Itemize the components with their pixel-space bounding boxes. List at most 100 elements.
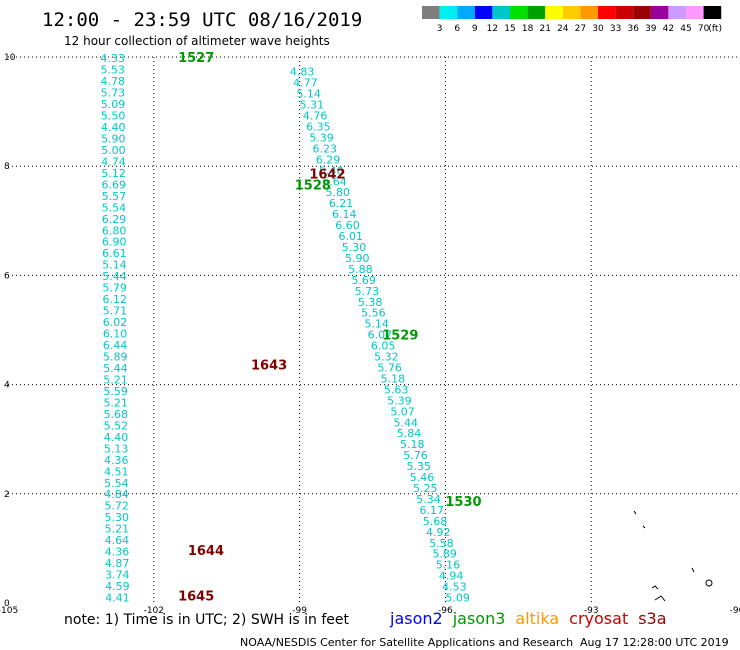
wave-height-value: 5.68	[423, 515, 448, 528]
legend-swatch	[668, 6, 686, 19]
wave-height-value: 5.25	[413, 482, 438, 495]
wave-height-value: 5.00	[101, 144, 126, 157]
wave-height-value: 6.14	[332, 208, 357, 221]
wave-height-value: 5.31	[300, 99, 325, 112]
wave-height-value: 4.41	[105, 592, 130, 605]
wave-height-value: 5.53	[100, 64, 125, 77]
wave-height-value: 4.83	[290, 66, 315, 79]
wave-height-value: 5.14	[296, 88, 321, 101]
wave-height-value: 5.69	[351, 274, 376, 287]
wave-height-value: 4.40	[101, 121, 126, 134]
wave-height-value: 6.90	[102, 236, 127, 249]
wave-height-value: 6.80	[102, 224, 127, 237]
wave-height-value: 4.77	[293, 77, 318, 90]
x-tick-label: -96	[438, 606, 453, 616]
satellite-name: altika	[515, 609, 560, 628]
legend-swatch	[650, 6, 669, 19]
wave-height-value: 4.76	[303, 110, 328, 123]
footer-note: note: 1) Time is in UTC; 2) SWH is in fe…	[64, 612, 350, 628]
altimeter-tracks: 4.335.534.785.735.095.504.405.905.004.74…	[100, 52, 470, 604]
wave-height-value: 6.17	[419, 504, 444, 517]
wave-height-value: 5.90	[345, 252, 370, 265]
wave-height-value: 5.09	[101, 98, 126, 111]
wave-height-value: 5.63	[384, 383, 409, 396]
pass-label: 1528	[295, 178, 331, 193]
color-legend: 3 6 9 12 15 18 21 24 27 30 33 36 39 42 45 70 (ft)	[422, 6, 722, 34]
chart-title: 12:00 - 23:59 UTC 08/16/2019	[42, 9, 362, 31]
wave-height-value: 4.33	[100, 52, 125, 65]
legend-label: 21	[539, 24, 550, 34]
legend-swatch	[703, 6, 722, 19]
wave-height-value: 5.35	[407, 460, 432, 473]
pass-label: 1529	[382, 328, 418, 343]
wave-height-value: 5.88	[348, 263, 373, 276]
legend-label: 18	[522, 24, 534, 34]
wave-height-value: 5.39	[309, 131, 334, 144]
legend-swatch	[633, 6, 651, 19]
wave-height-value: 5.46	[410, 471, 435, 484]
wave-height-value: 6.07	[368, 329, 393, 342]
wave-height-value: 5.89	[432, 548, 457, 561]
wave-height-value: 5.54	[104, 477, 129, 490]
legend-label: 15	[504, 24, 515, 34]
wave-height-value: 5.54	[102, 201, 127, 214]
wave-height-value: 5.57	[102, 190, 127, 203]
wave-height-value: 5.59	[103, 385, 128, 398]
wave-height-value: 4.59	[105, 580, 129, 593]
wave-height-value: 5.56	[361, 307, 386, 320]
wave-height-value: 5.32	[374, 351, 399, 364]
wave-height-value: 5.73	[355, 285, 380, 298]
y-tick-label: 8	[4, 162, 10, 172]
wave-height-value: 5.39	[387, 394, 412, 407]
wave-height-value: 6.44	[103, 339, 128, 352]
legend-swatch	[545, 6, 563, 19]
wave-height-value: 5.09	[445, 592, 470, 605]
pass-label: 1643	[251, 358, 287, 373]
pass-label: 1645	[178, 589, 214, 604]
wave-height-value: 5.84	[397, 427, 422, 440]
wave-height-value: 5.14	[102, 259, 127, 272]
x-tick-label: -90	[730, 606, 740, 616]
wave-height-value: 5.18	[400, 438, 425, 451]
wave-height-value: 6.10	[103, 328, 128, 341]
wave-height-value: 3.74	[105, 569, 130, 582]
wave-height-value: 5.16	[436, 559, 461, 572]
wave-height-value: 5.34	[416, 493, 441, 506]
wave-height-value: 6.23	[313, 142, 338, 155]
satellite-legend: jason2 jason3 altika cryosat s3a	[390, 609, 677, 628]
wave-height-value: 6.69	[101, 178, 126, 191]
wave-height-value: 4.87	[105, 557, 130, 570]
legend-swatch	[686, 6, 704, 19]
satellite-name: jason2	[390, 609, 443, 628]
wave-height-value: 5.64	[322, 175, 347, 188]
legend-swatch	[510, 6, 528, 19]
wave-height-value: 5.89	[103, 351, 128, 364]
wave-height-value: 5.50	[101, 109, 126, 122]
legend-label: 39	[645, 24, 657, 34]
wave-height-value: 5.12	[101, 167, 126, 180]
axes: -105 -102 -99 -96 -93 -90 0 2 4 6 8 10	[0, 53, 740, 616]
legend-label: 24	[557, 24, 569, 34]
wave-height-value: 5.40	[319, 164, 344, 177]
wave-height-value: 4.94	[439, 570, 464, 583]
x-tick-label: -102	[144, 606, 164, 616]
x-tick-label: -99	[292, 606, 307, 616]
wave-height-value: 5.79	[102, 282, 127, 295]
wave-height-value: 5.44	[394, 416, 419, 429]
wave-height-value: 5.76	[403, 449, 428, 462]
legend-swatch	[457, 6, 475, 19]
y-tick-label: 4	[4, 381, 10, 391]
wave-height-value: 6.02	[103, 316, 128, 329]
legend-label: (ft)	[708, 24, 722, 34]
legend-label: 12	[487, 24, 498, 34]
wave-height-value: 6.29	[316, 153, 341, 166]
legend-label: 36	[627, 24, 639, 34]
footer-credit: NOAA/NESDIS Center for Satellite Applica…	[240, 636, 574, 649]
legend-label: 33	[610, 24, 621, 34]
legend-swatch	[527, 6, 546, 19]
legend-swatch	[598, 6, 616, 19]
wave-height-value: 5.13	[104, 442, 129, 455]
legend-label: 9	[472, 24, 478, 34]
